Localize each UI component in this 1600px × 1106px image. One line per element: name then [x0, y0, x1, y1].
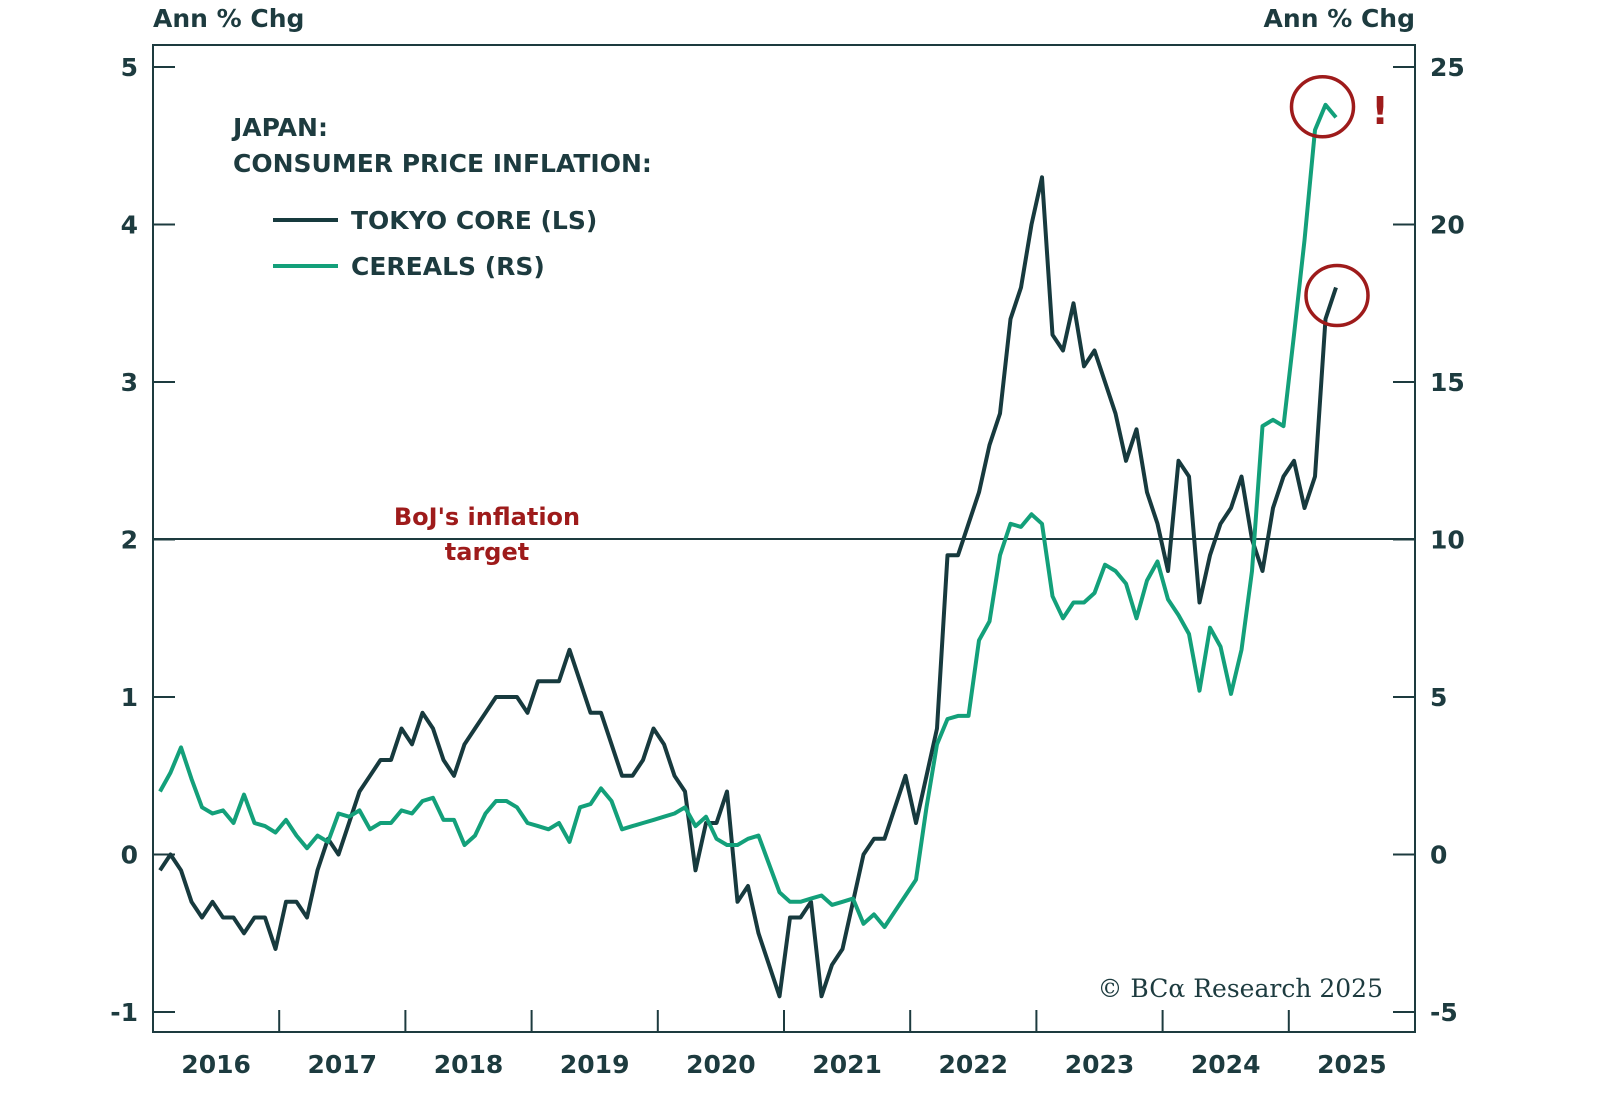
- boj-target-label-2: target: [445, 538, 529, 566]
- chart-title: JAPAN:: [231, 113, 328, 142]
- highlight-circle-tokyo-core: [1304, 263, 1370, 328]
- x-tick-label: 2024: [1191, 1050, 1261, 1079]
- x-tick-label: 2021: [812, 1050, 882, 1079]
- left-tick-label: 5: [121, 53, 138, 82]
- legend-label-tokyo-core: TOKYO CORE (LS): [351, 206, 597, 235]
- right-tick-label: 15: [1430, 368, 1465, 397]
- source-credit: © BCα Research 2025: [1097, 974, 1383, 1003]
- left-tick-label: 2: [121, 526, 138, 555]
- left-tick-label: 4: [121, 211, 138, 240]
- series-line-cereals: [158, 102, 1338, 929]
- right-tick-label: 25: [1430, 53, 1465, 82]
- right-tick-label: 10: [1430, 526, 1465, 555]
- series-line-tokyo-core: [158, 175, 1338, 999]
- right-tick-label: 5: [1430, 683, 1447, 712]
- x-tick-label: 2016: [181, 1050, 251, 1079]
- right-tick-label: -5: [1430, 998, 1458, 1027]
- x-tick-label: 2017: [308, 1050, 378, 1079]
- right-axis-label: Ann % Chg: [1264, 4, 1415, 33]
- x-tick-label: 2023: [1065, 1050, 1135, 1079]
- x-tick-label: 2025: [1317, 1050, 1387, 1079]
- boj-target-label-1: BoJ's inflation: [394, 503, 580, 531]
- chart-subtitle: CONSUMER PRICE INFLATION:: [233, 149, 652, 178]
- left-tick-label: 0: [121, 841, 138, 870]
- exclamation-mark: !: [1371, 89, 1388, 133]
- left-axis-label: Ann % Chg: [153, 4, 304, 33]
- right-tick-label: 0: [1430, 841, 1447, 870]
- left-tick-label: 1: [121, 683, 138, 712]
- x-tick-label: 2022: [939, 1050, 1009, 1079]
- x-tick-label: 2018: [434, 1050, 504, 1079]
- highlight-circle-cereals: [1289, 75, 1356, 139]
- x-tick-label: 2020: [686, 1050, 756, 1079]
- left-tick-label: 3: [121, 368, 138, 397]
- legend-label-cereals: CEREALS (RS): [351, 252, 545, 281]
- left-tick-label: -1: [110, 998, 138, 1027]
- x-tick-label: 2019: [560, 1050, 630, 1079]
- right-tick-label: 20: [1430, 211, 1465, 240]
